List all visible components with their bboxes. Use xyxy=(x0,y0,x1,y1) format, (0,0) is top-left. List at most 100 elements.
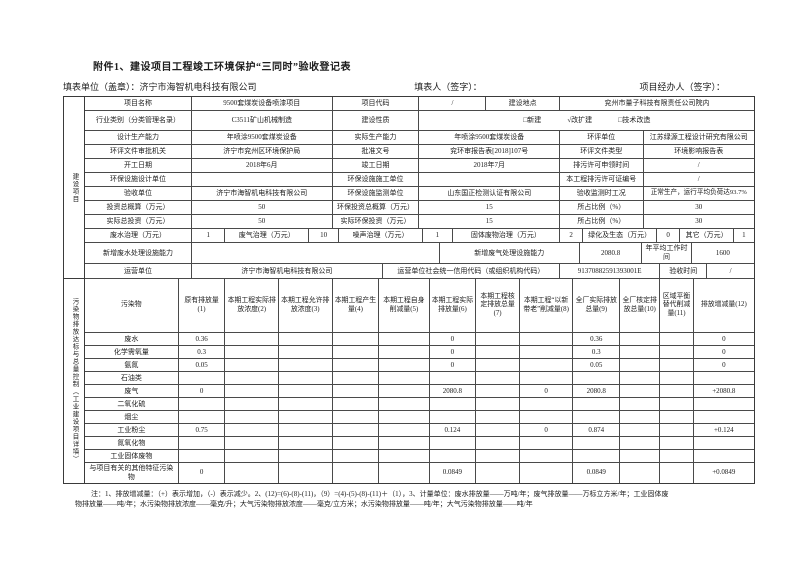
pollutant-name: 废气 xyxy=(85,385,179,397)
pollutant-value xyxy=(520,411,574,423)
pollutant-value xyxy=(520,398,574,410)
pollutant-header-cell: 原有排放量(1) xyxy=(179,279,226,332)
info-label: 环保设施施工单位 xyxy=(333,173,420,186)
info-label: 验收时间 xyxy=(660,264,708,278)
pollutant-value xyxy=(660,385,694,397)
pollutant-value xyxy=(476,398,520,410)
pollutant-value xyxy=(476,450,520,462)
pollutant-value xyxy=(430,398,477,410)
pollutant-value xyxy=(225,372,279,384)
pollutant-value xyxy=(520,333,574,345)
info-value: 济宁市兖州区环境保护局 xyxy=(192,145,333,158)
pollutant-value xyxy=(620,424,661,436)
pollutant-value xyxy=(333,398,380,410)
info-label: 固体废物治理（万元） xyxy=(453,229,560,242)
pollutant-header-cell: 排放增减量(12) xyxy=(700,301,747,309)
pollutant-header-cell: 区域平衡替代削减量(11) xyxy=(660,279,694,332)
pollutant-value xyxy=(379,385,430,397)
pollutant-value: 0 xyxy=(722,347,726,356)
pollutant-value xyxy=(225,346,279,358)
info-row-operating-unit: 运营单位 济宁市海智机电科技有限公司 运营单位社会统一信用代码（或组织机构代码）… xyxy=(85,264,754,279)
pollutant-value xyxy=(225,450,279,462)
info-label: 行业类别（分类管理名录） xyxy=(85,111,193,130)
pollutant-value xyxy=(520,437,574,449)
pollutant-value xyxy=(660,450,694,462)
info-label: 噪声治理（万元） xyxy=(339,229,423,242)
info-value: / xyxy=(697,161,700,170)
pollutant-value: 2080.8 xyxy=(573,385,621,397)
info-label: 开工日期 xyxy=(85,159,193,172)
pollutant-band: 污染物 原有排放量(1) 本期工程实际排放浓度(2) 本期工程允许排放浓度(3) 本期工… xyxy=(85,279,754,483)
info-value: 2080.8 xyxy=(580,243,643,263)
pollutant-value xyxy=(620,359,661,371)
info-value: C3511矿山机械制造 xyxy=(192,111,333,130)
pollutant-row: 烟尘 xyxy=(85,411,754,424)
pollutant-value xyxy=(620,463,661,483)
info-label: 所占比例（%） xyxy=(560,201,644,214)
info-label: 建设性质 xyxy=(333,111,420,130)
pollutant-value xyxy=(694,437,754,449)
info-label: 批准文号 xyxy=(333,145,420,158)
pollutant-header-cell: 本期工程“以新带老”削减量(8) xyxy=(520,279,574,332)
info-value: / xyxy=(419,97,487,110)
pollutant-name: 废水 xyxy=(85,333,179,345)
info-row-new-facility-capacity: 新增废水处理设施能力 新增废气处理设施能力 2080.8 年平均工作时间 160… xyxy=(85,243,754,264)
pollutant-name: 氨氮 xyxy=(85,359,179,371)
info-label: 项目名称 xyxy=(85,97,193,110)
pollutant-value: 0.75 xyxy=(179,424,226,436)
pollutant-value: 2080.8 xyxy=(430,385,477,397)
info-row-design-units: 环保设施设计单位 环保设施施工单位 本工程排污许可证编号 / xyxy=(85,173,754,187)
pollutant-value xyxy=(694,398,754,410)
info-label: 环保投资总概算（万元） xyxy=(333,201,420,214)
pollutant-value xyxy=(694,411,754,423)
pollutant-header-cell: 污染物 xyxy=(85,279,179,332)
pollutant-value: 0.05 xyxy=(179,359,226,371)
pollutant-row: 工业固体废物 xyxy=(85,450,754,463)
pollutant-value xyxy=(573,437,621,449)
side-label-pollutant-control: 污染物排放达标与总量控制（工业建设项目详填） xyxy=(71,298,78,464)
pollutant-value xyxy=(279,450,333,462)
info-label: 所占比例（%） xyxy=(560,215,644,228)
pollutant-header-cell: 全厂实际排放总量(9) xyxy=(573,279,621,332)
pollutant-value xyxy=(333,359,380,371)
pollutant-value xyxy=(620,398,661,410)
info-value: 15 xyxy=(419,201,560,214)
pollutant-value xyxy=(620,437,661,449)
pollutant-value xyxy=(660,463,694,483)
pollutant-value xyxy=(279,346,333,358)
pollutant-value xyxy=(476,333,520,345)
option-new-build: □新建 xyxy=(523,116,542,125)
pollutant-header-cell: 本期工程允许排放浓度(3) xyxy=(279,279,333,332)
pollutant-value xyxy=(620,346,661,358)
info-value: 1 xyxy=(742,231,746,240)
info-value xyxy=(192,243,440,263)
pollutant-value xyxy=(694,450,754,462)
pollutant-value xyxy=(660,359,694,371)
registration-table: 建设项目 污染物排放达标与总量控制（工业建设项目详填） 项目名称 9500套煤炭… xyxy=(63,96,755,484)
footnote-line-2: 物排放量——吨/年；水污染物排放浓度——毫克/升；大气污染物排放浓度——毫克/立… xyxy=(75,500,533,509)
pollutant-name: 烟尘 xyxy=(85,411,179,423)
pollutant-name: 石油类 xyxy=(85,372,179,384)
pollutant-name: 二氧化硫 xyxy=(85,398,179,410)
pollutant-value xyxy=(379,333,430,345)
pollutant-row: 工业粉尘 0.75 0.124 0 0.874 +0.124 xyxy=(85,424,754,437)
info-value: 2 xyxy=(560,229,584,242)
pollutant-value: 0 xyxy=(179,463,226,483)
pollutant-value xyxy=(225,411,279,423)
pollutant-value xyxy=(333,372,380,384)
pollutant-value xyxy=(660,333,694,345)
info-label: 环评文件类型 xyxy=(560,145,644,158)
pollutant-value xyxy=(225,398,279,410)
pollutant-value: 0 xyxy=(430,346,477,358)
pollutant-value xyxy=(476,385,520,397)
pollutant-value: 0 xyxy=(179,385,226,397)
info-label: 环评单位 xyxy=(560,131,644,144)
pollutant-value: 0 xyxy=(520,385,574,397)
pollutant-name: 与项目有关的其他特征污染物 xyxy=(85,463,179,483)
pollutant-value xyxy=(379,437,430,449)
info-label: 废水治理（万元） xyxy=(85,229,193,242)
info-value: 30 xyxy=(695,217,703,226)
pollutant-value xyxy=(520,359,574,371)
pollutant-value xyxy=(225,424,279,436)
project-info-band: 项目名称 9500套煤炭设备喷漆项目 项目代码 / 建设地点 兖州市量子科技有限… xyxy=(85,97,754,279)
